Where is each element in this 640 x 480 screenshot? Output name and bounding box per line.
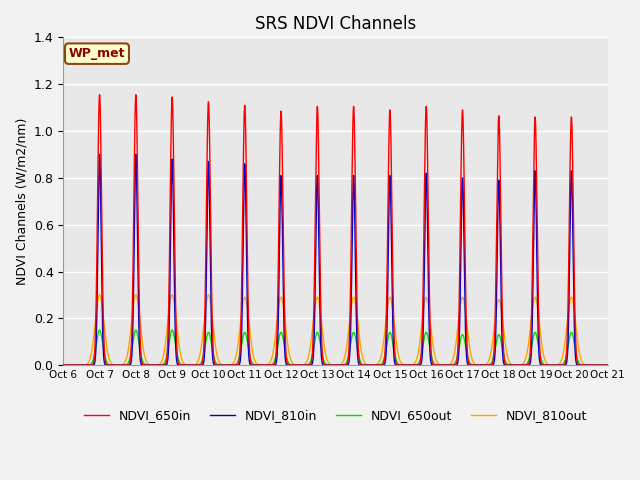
Line: NDVI_650out: NDVI_650out xyxy=(63,330,608,365)
NDVI_810in xyxy=(575,362,583,368)
NDVI_650out xyxy=(132,327,140,333)
Line: NDVI_810in: NDVI_810in xyxy=(63,155,608,365)
NDVI_650in xyxy=(92,315,100,321)
NDVI_650in xyxy=(132,92,140,97)
NDVI_650out xyxy=(82,362,90,368)
Line: NDVI_650in: NDVI_650in xyxy=(63,95,608,365)
NDVI_810out xyxy=(82,362,90,368)
NDVI_650out xyxy=(326,362,333,368)
NDVI_810out xyxy=(326,361,333,367)
NDVI_810in xyxy=(132,152,140,157)
NDVI_650in xyxy=(326,362,333,368)
Line: NDVI_810out: NDVI_810out xyxy=(63,295,608,365)
NDVI_650in xyxy=(166,209,174,215)
Y-axis label: NDVI Channels (W/m2/nm): NDVI Channels (W/m2/nm) xyxy=(15,118,28,285)
NDVI_650out xyxy=(60,362,67,368)
Text: WP_met: WP_met xyxy=(68,47,125,60)
NDVI_650in xyxy=(62,362,70,368)
NDVI_810in xyxy=(62,362,70,368)
NDVI_650in xyxy=(60,362,67,368)
NDVI_650out xyxy=(575,360,583,366)
NDVI_810in xyxy=(604,362,612,368)
NDVI_650out xyxy=(62,362,70,368)
Title: SRS NDVI Channels: SRS NDVI Channels xyxy=(255,15,416,33)
NDVI_810in xyxy=(60,362,67,368)
NDVI_650out xyxy=(166,334,174,339)
NDVI_810out xyxy=(132,292,140,298)
NDVI_810in xyxy=(92,347,100,353)
NDVI_810in xyxy=(326,362,333,368)
NDVI_810out xyxy=(60,362,67,368)
NDVI_810in xyxy=(166,273,174,279)
NDVI_810out xyxy=(92,313,100,319)
NDVI_650out xyxy=(92,344,100,350)
NDVI_810out xyxy=(604,362,612,368)
NDVI_650in xyxy=(82,362,90,368)
NDVI_650in xyxy=(575,362,583,368)
NDVI_810out xyxy=(62,362,70,368)
NDVI_810out xyxy=(166,300,174,306)
Legend: NDVI_650in, NDVI_810in, NDVI_650out, NDVI_810out: NDVI_650in, NDVI_810in, NDVI_650out, NDV… xyxy=(79,404,593,427)
NDVI_810in xyxy=(82,362,90,368)
NDVI_650in xyxy=(604,362,612,368)
NDVI_650out xyxy=(604,362,612,368)
NDVI_810out xyxy=(575,347,583,353)
